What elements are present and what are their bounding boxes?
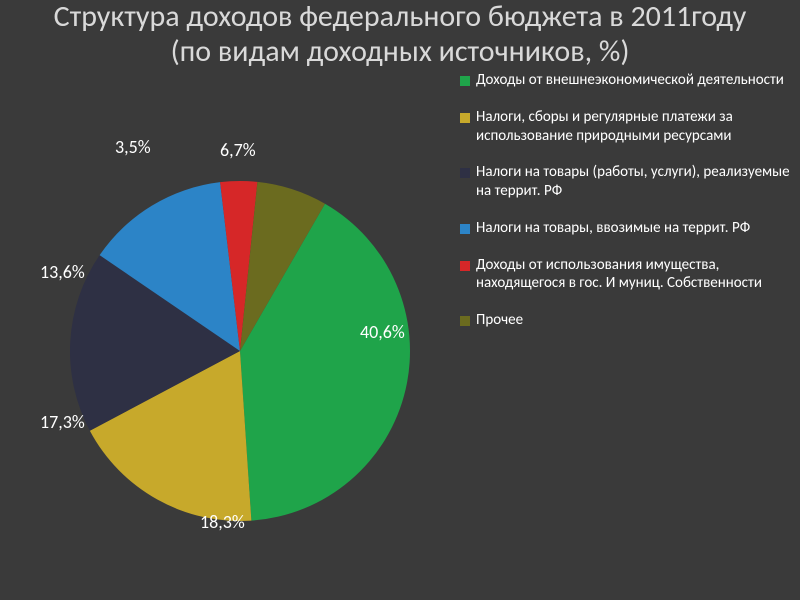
legend-item: Доходы от использования имущества, наход… — [460, 256, 790, 294]
legend-swatch — [460, 261, 470, 271]
legend-label: Налоги, сборы и регулярные платежи за ис… — [476, 108, 790, 146]
legend-item: Налоги на товары, ввозимые на террит. РФ — [460, 219, 790, 238]
legend-item: Прочее — [460, 311, 790, 330]
data-label: 40,6% — [360, 321, 405, 343]
legend-label: Доходы от использования имущества, наход… — [476, 256, 790, 294]
legend-item: Налоги, сборы и регулярные платежи за ис… — [460, 108, 790, 146]
legend-label: Налоги на товары (работы, услуги), реали… — [476, 163, 790, 201]
legend-swatch — [460, 113, 470, 123]
data-label: 18,3% — [200, 511, 245, 533]
legend-swatch — [460, 76, 470, 86]
slide-title: Структура доходов федерального бюджета в… — [0, 0, 800, 71]
legend-swatch — [460, 316, 470, 326]
data-label: 6,7% — [220, 139, 256, 161]
legend-label: Прочее — [476, 311, 790, 330]
legend-item: Налоги на товары (работы, услуги), реали… — [460, 163, 790, 201]
legend-swatch — [460, 224, 470, 234]
slide: Структура доходов федерального бюджета в… — [0, 0, 800, 600]
data-label: 3,5% — [115, 136, 151, 158]
legend-item: Доходы от внешнеэкономической деятельнос… — [460, 71, 790, 90]
legend-label: Доходы от внешнеэкономической деятельнос… — [476, 71, 790, 90]
data-label: 17,3% — [40, 411, 85, 433]
data-label: 13,6% — [40, 261, 85, 283]
content-area: 40,6% 18,3% 17,3% 13,6% 3,5% 6,7% Доходы от в… — [0, 71, 800, 551]
pie-chart: 40,6% 18,3% 17,3% 13,6% 3,5% 6,7% — [30, 81, 450, 541]
legend-label: Налоги на товары, ввозимые на террит. РФ — [476, 219, 790, 238]
legend: Доходы от внешнеэкономической деятельнос… — [460, 71, 790, 348]
legend-swatch — [460, 168, 470, 178]
